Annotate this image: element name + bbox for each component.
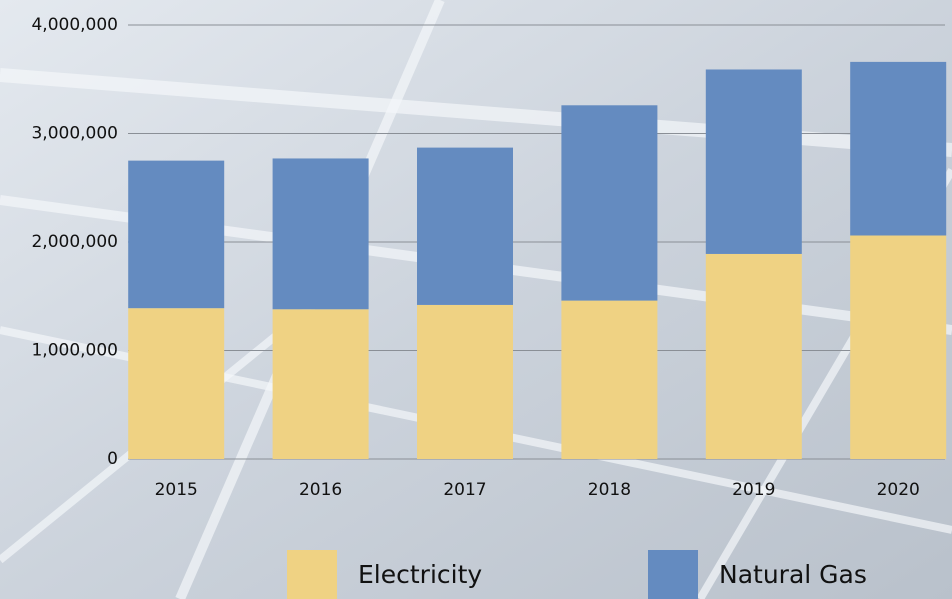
bar-segment <box>850 235 947 459</box>
x-tick-label: 2016 <box>299 480 342 500</box>
legend-label: Natural Gas <box>719 560 867 589</box>
bar-segment <box>561 300 658 459</box>
bar-segment <box>705 69 802 254</box>
bar-segment <box>417 147 513 305</box>
legend-swatch <box>648 550 698 599</box>
legend-swatch <box>287 550 337 599</box>
bar-segment <box>272 309 369 459</box>
bar-segment <box>705 253 802 459</box>
bar-segment <box>272 158 369 310</box>
x-tick-label: 2015 <box>155 480 198 500</box>
x-tick-label: 2019 <box>732 480 775 500</box>
bar-segment <box>128 308 225 459</box>
plot: 0 1,000,000 2,000,000 3,000,000 4,000,000 201… <box>31 15 947 599</box>
bar-segment <box>128 160 225 309</box>
x-tick-label: 2017 <box>443 480 486 500</box>
y-tick-label: 3,000,000 <box>31 124 118 144</box>
y-tick-label: 2,000,000 <box>31 232 118 252</box>
bar-segment <box>850 61 947 236</box>
y-tick-label: 0 <box>107 449 118 469</box>
x-tick-label: 2020 <box>877 480 920 500</box>
x-tick-label: 2018 <box>588 480 631 500</box>
bar-segment <box>417 304 513 459</box>
y-tick-label: 4,000,000 <box>31 15 118 35</box>
legend-label: Electricity <box>358 560 482 589</box>
y-tick-label: 1,000,000 <box>31 341 118 361</box>
bar-segment <box>561 105 658 301</box>
